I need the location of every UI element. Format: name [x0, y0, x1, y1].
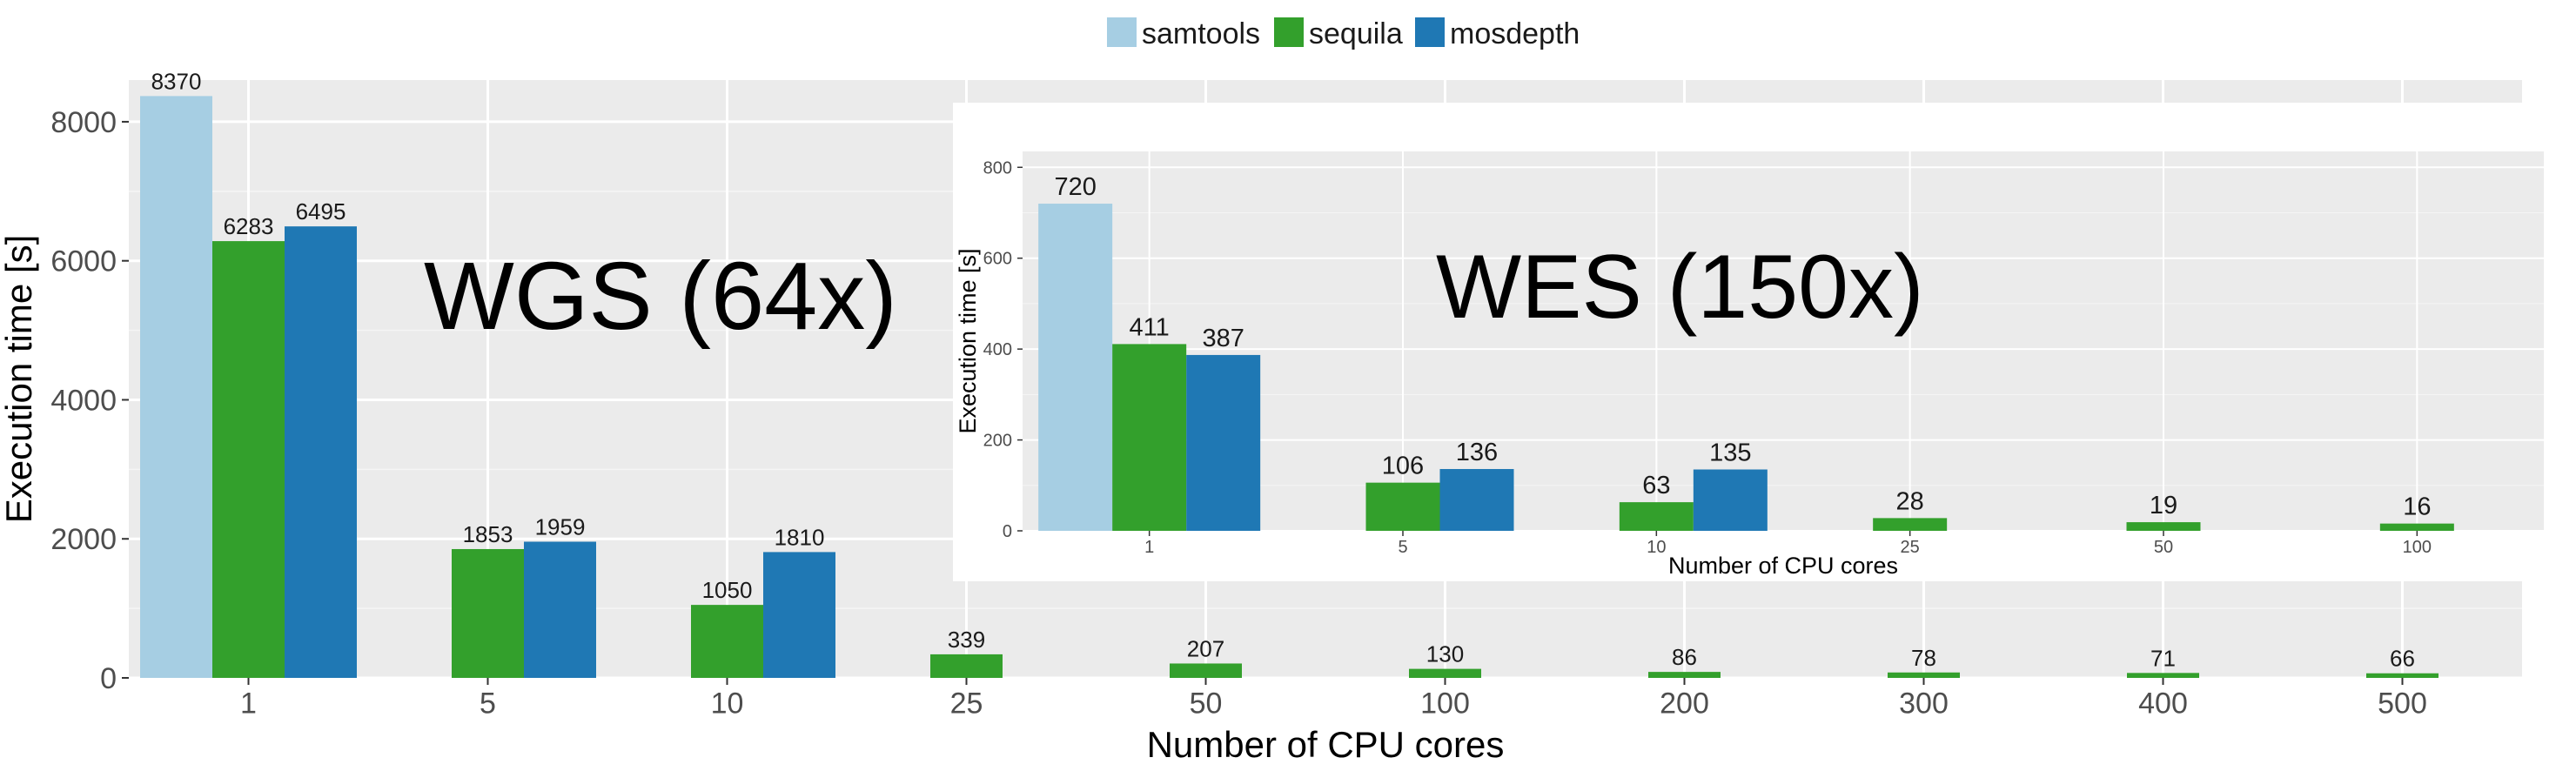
plot-panel: [1023, 151, 2544, 531]
x-tick-label: 5: [1398, 538, 1407, 557]
y-tick-label: 2000: [50, 523, 117, 556]
bar-value-label: 16: [2403, 493, 2431, 521]
x-tick-label: 1: [240, 687, 257, 720]
bar-value-label: 8370: [151, 68, 202, 94]
legend-item-sequila: sequila: [1274, 17, 1403, 50]
bar-sequila-200: [1648, 672, 1721, 678]
y-tick-label: 0: [100, 662, 117, 695]
bar-sequila-10: [691, 605, 763, 678]
bar-sequila-25: [930, 654, 1003, 678]
x-axis-title: Number of CPU cores: [1147, 724, 1505, 765]
bar-value-label: 411: [1130, 313, 1170, 341]
legend-swatch-mosdepth: [1415, 17, 1445, 47]
x-tick-label: 1: [1144, 538, 1154, 557]
legend-swatch-samtools: [1107, 17, 1137, 47]
chart-annotation: WES (150x): [1436, 237, 1924, 338]
legend: samtools sequila mosdepth: [1107, 17, 1580, 50]
bar-value-label: 106: [1382, 453, 1424, 480]
bar-samtools-1: [140, 96, 212, 679]
legend-item-samtools: samtools: [1107, 17, 1260, 50]
x-tick-label: 300: [1899, 687, 1949, 720]
y-tick-label: 600: [983, 250, 1012, 269]
bar-value-label: 720: [1054, 173, 1096, 201]
bar-value-label: 71: [2150, 645, 2176, 671]
legend-swatch-sequila: [1274, 17, 1304, 47]
bar-value-label: 135: [1709, 439, 1751, 467]
bar-sequila-500: [2366, 673, 2438, 678]
bar-sequila-1: [212, 241, 285, 678]
chart-annotation: WGS (64x): [424, 243, 897, 350]
x-axis-title: Number of CPU cores: [1668, 553, 1898, 579]
y-tick-label: 200: [983, 432, 1012, 451]
bar-value-label: 19: [2150, 492, 2177, 520]
x-tick-label: 25: [1901, 538, 1920, 557]
x-tick-label: 100: [1420, 687, 1470, 720]
bar-value-label: 387: [1202, 325, 1244, 352]
y-tick-label: 8000: [50, 106, 117, 139]
legend-label-sequila: sequila: [1309, 17, 1403, 50]
bar-value-label: 1853: [463, 521, 513, 547]
bar-value-label: 1810: [775, 524, 825, 550]
x-tick-label: 100: [2403, 538, 2432, 557]
bar-sequila-25: [1873, 518, 1948, 531]
legend-label-mosdepth: mosdepth: [1450, 17, 1580, 50]
wes-inset-chart: 720 411 106 63 28 19 16 387 136 135 0 200 400 600 800 1…: [953, 103, 2547, 581]
bar-value-label: 130: [1426, 641, 1464, 667]
bar-value-label: 86: [1672, 644, 1697, 670]
bar-sequila-1: [1112, 344, 1187, 531]
bar-value-label: 339: [948, 627, 985, 653]
y-axis-title: Execution time [s]: [0, 235, 39, 523]
bar-sequila-5: [1365, 482, 1440, 531]
x-tick-label: 25: [950, 687, 983, 720]
x-tick-label: 10: [1647, 538, 1666, 557]
x-tick-label: 50: [1190, 687, 1223, 720]
x-tick-label: 500: [2378, 687, 2427, 720]
bar-value-label: 6283: [224, 213, 274, 239]
bar-value-label: 28: [1896, 487, 1924, 515]
y-tick-label: 400: [983, 340, 1012, 359]
x-tick-label: 400: [2138, 687, 2188, 720]
bar-value-label: 63: [1642, 472, 1670, 499]
bar-value-label: 136: [1456, 439, 1498, 466]
bar-sequila-50: [1170, 663, 1242, 678]
bar-value-label: 78: [1911, 645, 1936, 671]
legend-label-samtools: samtools: [1142, 17, 1260, 50]
x-tick-label: 200: [1660, 687, 1709, 720]
x-tick-label: 5: [480, 687, 496, 720]
x-tick-label: 50: [2154, 538, 2173, 557]
bar-mosdepth-5: [1439, 468, 1514, 531]
bar-mosdepth-10: [1693, 469, 1768, 531]
bar-samtools-1: [1038, 204, 1113, 531]
bar-value-label: 1050: [702, 577, 753, 603]
bar-value-label: 6495: [296, 198, 346, 225]
bar-mosdepth-1: [1186, 354, 1261, 531]
bar-sequila-100: [1409, 668, 1481, 678]
bar-sequila-400: [2127, 673, 2199, 678]
bar-value-label: 207: [1187, 635, 1224, 661]
bar-sequila-10: [1619, 502, 1694, 531]
y-tick-label: 4000: [50, 384, 117, 417]
bar-sequila-100: [2379, 523, 2454, 531]
bar-value-label: 1959: [535, 514, 586, 540]
x-tick-label: 10: [711, 687, 744, 720]
bar-value-label: 66: [2390, 646, 2415, 672]
bar-sequila-50: [2126, 522, 2201, 531]
bar-mosdepth-1: [285, 226, 357, 678]
bar-sequila-300: [1888, 672, 1960, 678]
y-tick-label: 800: [983, 158, 1012, 178]
legend-item-mosdepth: mosdepth: [1415, 17, 1580, 50]
y-tick-label: 0: [1003, 522, 1012, 541]
bar-mosdepth-5: [524, 541, 596, 678]
bar-mosdepth-10: [763, 552, 835, 678]
y-tick-label: 6000: [50, 245, 117, 278]
y-axis-title: Execution time [s]: [955, 248, 981, 433]
bar-sequila-5: [452, 548, 524, 678]
